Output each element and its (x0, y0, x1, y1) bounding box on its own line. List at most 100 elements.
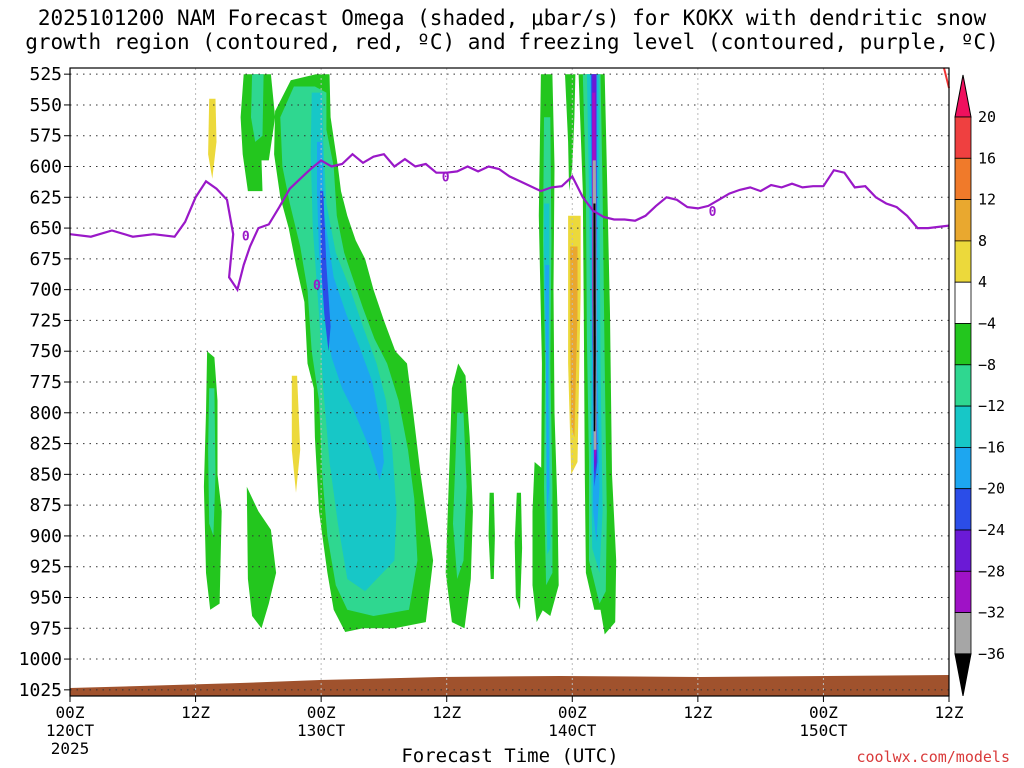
x-year-label-0: 2025 (51, 739, 90, 758)
colorbar-swatch-13 (954, 612, 972, 655)
omega-shading (180, 74, 756, 635)
colorbar-swatch-8 (954, 405, 972, 448)
y-tick-label-750: 750 (29, 341, 62, 362)
x-date-label-24: 130CT (297, 721, 346, 740)
omega-region-1 (208, 98, 217, 179)
colorbar-top-arrow (954, 74, 972, 118)
colorbar-swatch-10 (954, 488, 972, 531)
omega-region-14 (251, 74, 264, 142)
omega-region-19 (320, 191, 331, 352)
omega-region-32 (565, 74, 576, 192)
colorbar-label-5: −4 (978, 315, 996, 333)
omega-region-8 (496, 449, 502, 487)
colorbar-label-6: −8 (978, 356, 996, 374)
omega-region-41 (593, 203, 596, 432)
y-tick-label-725: 725 (29, 310, 62, 331)
x-tick-label-36: 12Z (432, 703, 461, 722)
colorbar-label-0: 20 (978, 108, 996, 126)
dendritic-contour-fragment (943, 67, 950, 89)
colorbar-swatch-3 (954, 199, 972, 242)
x-axis-label: Forecast Time (UTC) (401, 745, 619, 767)
omega-region-9 (731, 228, 756, 444)
omega-region-21 (453, 412, 467, 579)
colorbar-swatch-12 (954, 570, 972, 613)
colorbar-label-13: −36 (978, 645, 1005, 663)
freezing-level-label-0: 0 (242, 229, 250, 244)
colorbar-swatch-7 (954, 364, 972, 407)
omega-region-6 (291, 375, 301, 493)
colorbar-label-10: −24 (978, 521, 1005, 539)
x-tick-label-24: 00Z (307, 703, 336, 722)
x-tick-label-12: 12Z (181, 703, 210, 722)
y-tick-label-700: 700 (29, 280, 62, 301)
y-tick-label-525: 525 (29, 64, 62, 85)
colorbar-swatch-5 (954, 281, 972, 324)
colorbar-swatch-11 (954, 529, 972, 572)
colorbar-label-7: −12 (978, 397, 1005, 415)
y-tick-label-950: 950 (29, 587, 62, 608)
x-tick-label-72: 00Z (809, 703, 838, 722)
colorbar-label-8: −16 (978, 438, 1005, 456)
chart-title-line2: growth region (contoured, red, ºC) and f… (25, 30, 999, 54)
plot-frame (69, 67, 950, 697)
omega-region-3 (235, 271, 251, 413)
colorbar-swatch-1 (954, 116, 972, 159)
omega-region-2 (235, 86, 242, 136)
y-tick-label-875: 875 (29, 495, 62, 516)
y-tick-label-1025: 1025 (19, 680, 62, 701)
omega-region-31 (545, 265, 550, 512)
colorbar-label-9: −20 (978, 480, 1005, 498)
freezing-level-contour (70, 152, 949, 293)
pressure-axis: 525 550 575 600 625 650 675 700 725 750 775 800 825 8… (19, 64, 70, 701)
y-tick-label-600: 600 (29, 157, 62, 178)
y-tick-label-675: 675 (29, 249, 62, 270)
omega-region-7 (180, 489, 188, 543)
freezing-level-label-3: 0 (709, 205, 717, 220)
chart-title: 2025101200 NAM Forecast Omega (shaded, μ… (0, 6, 1024, 54)
chart-title-line1: 2025101200 NAM Forecast Omega (shaded, μ… (37, 6, 987, 30)
y-tick-label-550: 550 (29, 95, 62, 116)
y-tick-label-850: 850 (29, 464, 62, 485)
y-tick-label-975: 975 (29, 618, 62, 639)
x-date-label-72: 150CT (799, 721, 848, 740)
colorbar-swatch-9 (954, 446, 972, 490)
colorbar-bottom-arrow (954, 653, 972, 696)
y-tick-label-1000: 1000 (19, 649, 62, 670)
freezing-level-label-1: 0 (313, 279, 321, 294)
plot-gridlines (70, 68, 949, 696)
y-tick-label-925: 925 (29, 557, 62, 578)
omega-region-18 (317, 141, 384, 481)
omega-region-23 (208, 388, 216, 536)
y-tick-label-625: 625 (29, 187, 62, 208)
y-tick-label-825: 825 (29, 434, 62, 455)
omega-region-25 (488, 492, 495, 579)
source-credit: coolwx.com/models (856, 748, 1010, 766)
colorbar-swatch-6 (954, 323, 972, 366)
colorbar-swatch-2 (954, 157, 972, 201)
y-tick-label-775: 775 (29, 372, 62, 393)
colorbar-label-11: −28 (978, 562, 1005, 580)
freezing-level-labels: 0 0 0 0 (242, 170, 717, 293)
colorbar-label-4: 4 (978, 273, 987, 291)
omega-region-26 (514, 492, 523, 610)
freezing-level-label-2: 0 (442, 170, 450, 185)
omega-region-24 (246, 486, 277, 629)
y-tick-label-650: 650 (29, 218, 62, 239)
x-tick-label-0: 00Z (56, 703, 85, 722)
colorbar-swatch-4 (954, 240, 972, 283)
y-tick-label-575: 575 (29, 126, 62, 147)
omega-region-4 (261, 279, 269, 358)
colorbar-label-1: 16 (978, 149, 996, 167)
colorbar-label-12: −32 (978, 604, 1005, 622)
surface-terrain (70, 675, 949, 696)
colorbar-label-3: 8 (978, 232, 987, 250)
y-tick-label-900: 900 (29, 526, 62, 547)
x-date-label-48: 140CT (548, 721, 597, 740)
x-date-label-0: 120CT (46, 721, 95, 740)
y-tick-label-800: 800 (29, 403, 62, 424)
omega-colorbar: 20 16 12 8 4 −4 −8 −12 −16 −20 −24 −28 −32 −36 (954, 74, 1005, 696)
x-tick-label-48: 00Z (558, 703, 587, 722)
x-tick-label-60: 12Z (683, 703, 712, 722)
